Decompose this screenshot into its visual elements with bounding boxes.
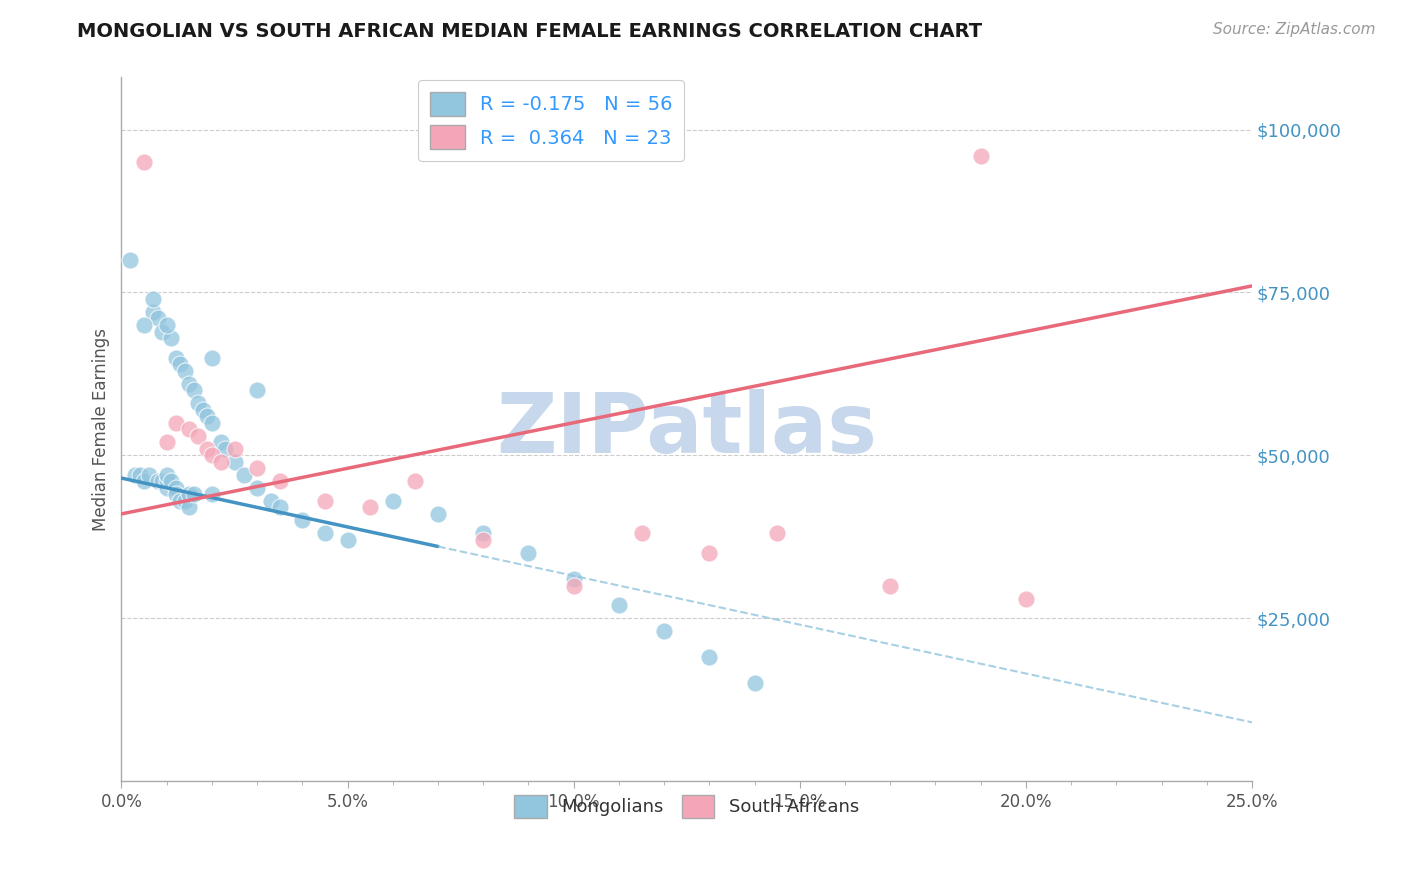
Point	[209, 455, 232, 469]
Point	[169, 494, 191, 508]
Point	[652, 624, 675, 639]
Point	[472, 526, 495, 541]
Point	[150, 325, 173, 339]
Point	[132, 475, 155, 489]
Point	[232, 467, 254, 482]
Point	[766, 526, 789, 541]
Point	[201, 351, 224, 365]
Point	[142, 292, 165, 306]
Point	[269, 475, 291, 489]
Point	[173, 363, 195, 377]
Point	[173, 494, 195, 508]
Point	[260, 494, 283, 508]
Point	[314, 494, 336, 508]
Text: MONGOLIAN VS SOUTH AFRICAN MEDIAN FEMALE EARNINGS CORRELATION CHART: MONGOLIAN VS SOUTH AFRICAN MEDIAN FEMALE…	[77, 22, 983, 41]
Point	[156, 318, 179, 332]
Point	[179, 500, 201, 515]
Point	[165, 351, 187, 365]
Point	[201, 487, 224, 501]
Point	[630, 526, 652, 541]
Point	[336, 533, 359, 547]
Point	[224, 455, 246, 469]
Point	[128, 467, 150, 482]
Y-axis label: Median Female Earnings: Median Female Earnings	[93, 327, 110, 531]
Point	[142, 57, 165, 71]
Point	[314, 526, 336, 541]
Point	[124, 467, 146, 482]
Point	[246, 383, 269, 397]
Point	[183, 383, 205, 397]
Point	[187, 428, 209, 442]
Point	[160, 475, 183, 489]
Point	[165, 487, 187, 501]
Point	[165, 416, 187, 430]
Point	[1015, 591, 1038, 606]
Point	[562, 578, 585, 592]
Point	[699, 546, 721, 560]
Point	[214, 442, 236, 456]
Point	[156, 475, 179, 489]
Point	[146, 311, 169, 326]
Point	[146, 475, 169, 489]
Legend: Mongolians, South Africans: Mongolians, South Africans	[508, 789, 866, 825]
Point	[291, 513, 314, 527]
Point	[195, 442, 218, 456]
Point	[156, 467, 179, 482]
Point	[191, 402, 214, 417]
Point	[120, 252, 142, 267]
Point	[132, 318, 155, 332]
Point	[150, 475, 173, 489]
Point	[879, 578, 901, 592]
Point	[472, 533, 495, 547]
Point	[246, 461, 269, 475]
Point	[201, 448, 224, 462]
Point	[132, 155, 155, 169]
Point	[165, 481, 187, 495]
Point	[562, 572, 585, 586]
Point	[359, 500, 381, 515]
Point	[699, 650, 721, 665]
Point	[156, 435, 179, 450]
Point	[179, 376, 201, 391]
Text: ZIPatlas: ZIPatlas	[496, 389, 877, 470]
Point	[224, 442, 246, 456]
Point	[381, 494, 404, 508]
Point	[607, 598, 630, 612]
Point	[744, 676, 766, 690]
Point	[269, 500, 291, 515]
Point	[156, 481, 179, 495]
Point	[404, 475, 426, 489]
Point	[517, 546, 540, 560]
Point	[246, 481, 269, 495]
Point	[169, 357, 191, 371]
Point	[138, 467, 160, 482]
Point	[179, 487, 201, 501]
Point	[179, 422, 201, 436]
Point	[970, 148, 993, 162]
Text: Source: ZipAtlas.com: Source: ZipAtlas.com	[1212, 22, 1375, 37]
Point	[187, 396, 209, 410]
Point	[142, 305, 165, 319]
Point	[160, 331, 183, 345]
Point	[183, 487, 205, 501]
Point	[427, 507, 450, 521]
Point	[201, 416, 224, 430]
Point	[209, 435, 232, 450]
Point	[195, 409, 218, 424]
